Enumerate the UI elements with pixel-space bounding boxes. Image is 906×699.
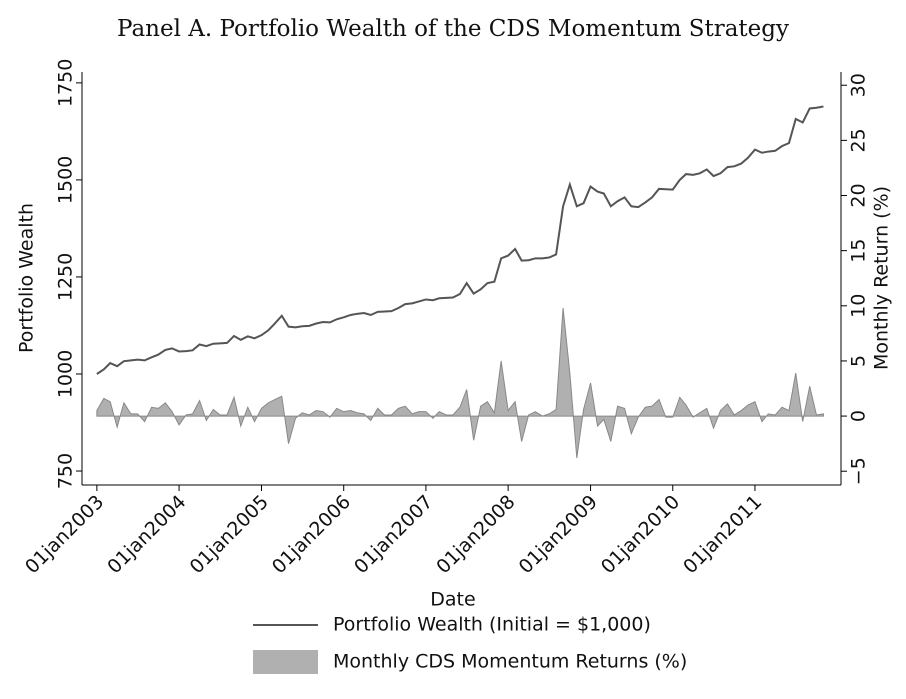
x-tick-label: 01jan2009 xyxy=(515,491,602,578)
y2-axis-title: Monthly Return (%) xyxy=(871,186,893,370)
y2-tick-label: 10 xyxy=(848,294,870,318)
wealth-line xyxy=(96,105,824,375)
y-tick-label: 1250 xyxy=(55,253,77,301)
legend-label: Monthly CDS Momentum Returns (%) xyxy=(333,651,687,673)
x-tick-label: 01jan2006 xyxy=(268,491,355,578)
y2-tick-label: 15 xyxy=(848,239,870,263)
x-tick-label: 01jan2004 xyxy=(103,491,190,578)
y2-tick-label: 20 xyxy=(848,183,870,207)
y2-tick-label: −5 xyxy=(848,457,870,485)
legend-swatch xyxy=(253,650,318,674)
y2-tick-label: 30 xyxy=(848,73,870,97)
y2-tick-label: 0 xyxy=(848,410,870,422)
x-tick-label: 01jan2003 xyxy=(21,491,108,578)
x-axis-title: Date xyxy=(430,589,475,611)
y2-tick-label: 5 xyxy=(848,355,870,367)
x-tick-label: 01jan2011 xyxy=(679,491,766,578)
legend-label: Portfolio Wealth (Initial = $1,000) xyxy=(333,614,651,636)
x-tick-label: 01jan2005 xyxy=(186,491,273,578)
y-tick-label: 1500 xyxy=(55,156,77,204)
x-tick-label: 01jan2007 xyxy=(350,491,437,578)
y-tick-label: 750 xyxy=(55,453,77,489)
chart-title: Panel A. Portfolio Wealth of the CDS Mom… xyxy=(117,16,789,42)
y-tick-label: 1750 xyxy=(55,59,77,107)
y-axis-title: Portfolio Wealth xyxy=(16,203,38,353)
return-area xyxy=(96,307,824,459)
x-tick-label: 01jan2008 xyxy=(432,491,519,578)
y-tick-label: 1000 xyxy=(55,350,77,398)
x-tick-label: 01jan2010 xyxy=(597,491,684,578)
y2-tick-label: 25 xyxy=(848,128,870,152)
